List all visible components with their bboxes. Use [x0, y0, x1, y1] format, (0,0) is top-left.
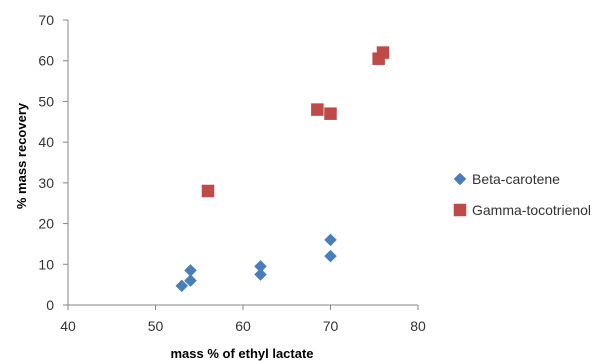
- gamma-tocotrienol-point: [201, 184, 215, 198]
- y-axis-title: % mass recovery: [14, 102, 29, 209]
- y-tick-label: 70: [38, 12, 54, 28]
- beta-carotene-point: [324, 249, 337, 263]
- beta-carotene-point: [324, 233, 337, 247]
- beta-carotene-point: [184, 274, 197, 287]
- x-tick-label: 40: [60, 318, 76, 334]
- y-tick-label: 10: [38, 256, 54, 272]
- gamma-tocotrienol-point: [311, 103, 324, 116]
- x-tick-label: 60: [235, 318, 251, 334]
- x-tick-label: 50: [148, 318, 164, 334]
- y-tick-label: 0: [46, 297, 54, 313]
- gamma-tocotrienol-point: [376, 46, 390, 59]
- beta-carotene-point: [254, 268, 267, 281]
- legend-label: Beta-carotene: [472, 171, 560, 187]
- x-axis-title: mass % of ethyl lactate: [170, 346, 313, 361]
- y-tick-label: 60: [38, 53, 54, 69]
- x-tick-label: 80: [410, 318, 426, 334]
- data-points: [175, 46, 390, 293]
- y-tick-label: 30: [38, 175, 54, 191]
- legend-marker: [453, 203, 467, 217]
- beta-carotene-point: [175, 279, 189, 293]
- y-tick-label: 50: [38, 93, 54, 109]
- x-axis-ticks: 40 50 60 70 80: [60, 305, 426, 334]
- beta-carotene-point: [184, 264, 197, 277]
- y-axis-ticks: 0 10 20 30 40 50 60 70: [38, 12, 68, 313]
- y-tick-label: 20: [38, 216, 54, 232]
- legend: Beta-carotene Gamma-tocotrienol: [453, 171, 591, 218]
- x-tick-label: 70: [323, 318, 339, 334]
- y-tick-label: 40: [38, 134, 54, 150]
- gamma-tocotrienol-point: [324, 107, 337, 120]
- legend-label: Gamma-tocotrienol: [472, 202, 591, 218]
- legend-marker: [453, 172, 467, 186]
